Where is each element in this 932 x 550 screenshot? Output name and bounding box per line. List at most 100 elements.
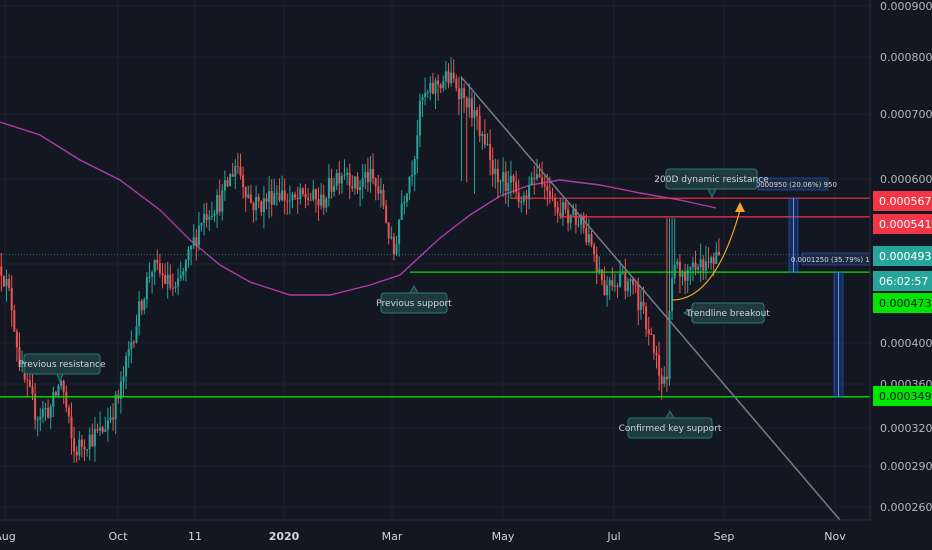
candle-body-245 [637,284,640,310]
candle-body-13 [34,394,37,420]
candle-body-214 [556,207,559,214]
candle-body-217 [564,202,567,210]
candle-body-108 [281,190,284,201]
time-tick-6: Jul [606,530,620,543]
candle-body-78 [203,214,206,223]
candle-body-49 [127,349,130,357]
candle-body-211 [548,191,551,198]
time-tick-1: Oct [108,530,128,543]
candle-body-128 [333,185,336,192]
candle-body-18 [47,408,50,418]
candle-body-90 [234,166,237,177]
candle-body-222 [577,224,580,226]
price-tag-4: 0.0004734 [879,297,932,310]
candle-body-175 [455,78,458,89]
candle-body-25 [65,391,68,408]
candle-body-191 [496,168,499,182]
price-tag-2: 0.0004939 [879,250,932,263]
candle-body-111 [288,200,291,202]
candle-body-203 [528,185,531,200]
candle-body-160 [416,135,419,160]
candle-body-124 [322,194,325,208]
candle-body-93 [242,175,245,187]
candle-body-273 [710,257,713,263]
candle-body-243 [632,279,635,285]
candle-body-50 [130,342,133,350]
callout-pointer-1 [409,284,419,294]
candle-body-132 [343,174,346,176]
callout-pointer-3 [682,308,693,318]
candle-body-71 [184,260,187,272]
candle-body-101 [262,198,265,212]
candle-body-61 [158,263,161,274]
candle-body-6 [15,331,18,348]
candle-body-246 [639,301,642,310]
price-tag-bg-3 [873,271,932,291]
candle-body-237 [616,285,619,287]
candle-body-39 [101,427,104,432]
candle-body-146 [379,190,382,194]
candle-body-60 [156,259,159,264]
candle-body-7 [18,347,21,368]
time-tick-7: Sep [714,530,735,543]
candle-body-231 [600,269,603,281]
candle-body-52 [135,326,138,343]
time-axis[interactable]: Aug Oct 11 2020 Mar May Jul Sep Nov [0,519,870,550]
candle-body-252 [655,352,658,356]
candle-body-41 [106,420,109,430]
price-tag-1: 0.0005417 [879,218,932,231]
candle-body-161 [418,100,421,136]
candle-body-142 [369,168,372,183]
candle-body-268 [697,267,700,270]
candle-body-239 [621,273,624,275]
candle-body-99 [257,196,260,202]
candle-body-173 [450,72,453,84]
candle-body-59 [153,259,156,273]
candle-body-195 [507,182,510,191]
candle-body-56 [145,277,148,300]
time-tick-2: 11 [188,530,202,543]
candle-body-3 [8,279,11,288]
candle-body-94 [244,186,247,198]
candle-body-253 [658,355,661,376]
candle-body-100 [260,201,263,212]
candle-body-122 [317,198,320,206]
candle-body-275 [715,251,718,264]
candle-body-57 [148,276,151,278]
drawings-layer: 0.0000950 (20.06%) 950 0.0001250 (35.79%)… [461,77,883,521]
candle-body-134 [348,172,351,187]
candle-body-138 [359,186,362,190]
candle-body-33 [86,449,89,451]
candle-body-14 [36,419,39,421]
candles-layer [0,57,720,463]
candle-body-276 [717,251,720,256]
candle-body-254 [660,375,663,384]
candle-body-88 [229,174,232,187]
candle-body-185 [481,134,484,136]
candle-body-116 [301,188,304,195]
time-tick-3: 2020 [269,530,300,543]
candle-body-66 [171,287,174,289]
candle-body-102 [265,198,268,202]
candle-body-141 [366,172,369,183]
candle-body-20 [52,392,55,407]
candle-body-240 [624,273,627,291]
candle-body-83 [216,194,219,214]
candle-body-271 [704,261,707,271]
candle-body-40 [104,429,107,432]
candle-body-5 [13,310,16,332]
moving-average-layer [0,121,717,296]
candle-body-270 [702,259,705,271]
candle-body-233 [606,285,609,296]
candle-body-232 [603,280,606,296]
candle-body-10 [26,379,29,381]
candle-body-58 [151,272,154,277]
candle-body-137 [356,176,359,190]
candle-body-129 [335,173,338,186]
candle-body-139 [361,178,364,187]
